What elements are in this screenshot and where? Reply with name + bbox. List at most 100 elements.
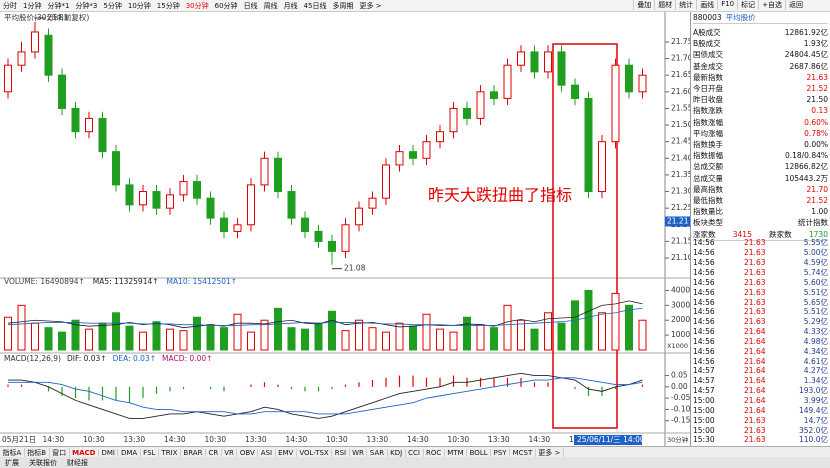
quote-name: 平均股价 (725, 13, 756, 22)
toolbar-button[interactable]: 30分钟 (185, 1, 209, 10)
indicator-tab[interactable]: TRIX (159, 448, 181, 457)
indicator-tab[interactable]: 窗口 (50, 447, 70, 458)
indicator-tab[interactable]: MACD (70, 448, 99, 457)
tick-volume: 4.98亿 (803, 336, 828, 346)
quote-row: 总成交额 12866.82亿 (693, 161, 828, 172)
quote-label: 国债成交 (693, 50, 723, 60)
tick-price: 21.64 (744, 376, 766, 386)
candle-body (247, 184, 255, 226)
toolbar-button[interactable]: 1分钟 (23, 1, 42, 10)
indicator-tab[interactable]: PSY (491, 448, 511, 457)
toolbar-button[interactable]: 画线 (696, 0, 717, 10)
toolbar-button[interactable]: 日线 (243, 1, 258, 10)
candle-body (611, 64, 620, 143)
quote-value: 0.60% (804, 117, 828, 127)
tick-time: 15:00 (693, 425, 715, 435)
indicator-tab[interactable]: ASI (258, 448, 276, 457)
indicator-tab[interactable]: DMA (118, 448, 141, 457)
x-tick-label: 13:30 (124, 435, 146, 444)
indicator-tab[interactable]: KDJ (388, 448, 406, 457)
toolbar-button[interactable]: 5分钟 (103, 1, 122, 10)
indicator-tab[interactable]: ROC (424, 448, 445, 457)
indicator-tab[interactable]: 指标B (25, 447, 50, 458)
quote-row: 国债成交 24804.45亿 (693, 49, 828, 60)
indicator-tab[interactable]: CR (206, 448, 222, 457)
min-label: 21.08 (344, 264, 366, 273)
macd-title: MACD(12,26,9) (4, 354, 61, 363)
toolbar-button[interactable]: 题材 (654, 0, 675, 10)
toolbar-button[interactable]: 多周期 (332, 1, 354, 10)
candle-body (557, 51, 566, 86)
indicator-tab[interactable]: MCST (510, 448, 536, 457)
indicator-tab[interactable]: FSL (141, 448, 159, 457)
y-tick-label: -0.15 (671, 416, 690, 425)
toolbar-button[interactable]: 月线 (283, 1, 298, 10)
cursor-value: 21.21 (667, 216, 689, 225)
x-tick-label: 14:30 (164, 435, 186, 444)
quote-label: 指数涨幅 (693, 117, 723, 127)
candle-body (368, 197, 377, 209)
toolbar-button[interactable]: 15分钟 (156, 1, 180, 10)
indicator-tab[interactable]: VOL-TSX (297, 448, 333, 457)
y-tick-label: 21.30 (671, 187, 690, 196)
toolbar-button[interactable]: 叠加 (633, 0, 654, 10)
volume-bar (287, 327, 296, 351)
y-tick-label: 10000 (671, 330, 690, 339)
y-tick-label: 0.05 (671, 371, 688, 380)
indicator-tab[interactable]: 指标A (0, 447, 25, 458)
toolbar-button[interactable]: 返回 (785, 0, 806, 10)
toolbar-button[interactable]: +自选 (758, 0, 785, 10)
indicator-tab[interactable]: CCI (406, 448, 424, 457)
tick-price: 21.63 (744, 287, 766, 297)
code: 880003 (693, 13, 722, 22)
tick-row: 14:56 21.64 4.98亿 (693, 337, 828, 347)
toolbar-button[interactable]: 分钟*3 (75, 1, 98, 10)
candle-body (490, 91, 498, 99)
indicator-tab[interactable]: OBV (237, 448, 259, 457)
indicator-tab[interactable]: EMV (276, 448, 297, 457)
quote-value: 统计指数 (798, 218, 828, 228)
quote-label: 昨日收盘 (693, 95, 723, 105)
toolbar-button[interactable]: 10分钟 (127, 1, 151, 10)
legend-entry: MA10: 15412501↑ (167, 277, 238, 286)
quote-label: 板块类型 (693, 218, 723, 228)
tick-time: 14:56 (693, 356, 715, 366)
toolbar-button[interactable]: 分时 (3, 1, 17, 10)
indicator-tab[interactable]: VR (222, 448, 238, 457)
toolbar: 分时 1分钟 分钟*1 分钟*3 5分钟 10分钟 15分钟 30分钟 60分钟 日线 周线 月线 45… (0, 0, 830, 12)
toolbar-button[interactable]: 更多 > (359, 1, 382, 10)
quote-value: 1.93亿 (803, 39, 828, 49)
volume-bar (152, 321, 161, 351)
indicator-tab[interactable]: MTM (445, 448, 468, 457)
status-item[interactable]: 扩展 (5, 458, 19, 467)
indicator-tab[interactable]: RSI (332, 448, 350, 457)
toolbar-button[interactable]: 统计 (675, 0, 696, 10)
toolbar-button[interactable]: F10 (717, 0, 737, 10)
status-item[interactable]: 财经报 (67, 458, 88, 467)
indicator-tab[interactable]: BRAR (181, 448, 206, 457)
indicator-tab[interactable]: SAR (367, 448, 388, 457)
toolbar-button[interactable]: 分钟*1 (47, 1, 70, 10)
volume-bar (274, 307, 282, 351)
macd-line (8, 377, 643, 415)
indicator-tab[interactable]: BOLL (467, 448, 492, 457)
toolbar-button[interactable]: 60分钟 (214, 1, 238, 10)
tick-time: 15:30 (693, 435, 715, 445)
y-tick-label: 30000 (671, 300, 690, 309)
candle-body (193, 181, 201, 199)
volume-bar (193, 316, 201, 351)
quote-row: 总成交量 105443.2万 (693, 173, 828, 184)
tick-row: 14:56 21.64 4.33亿 (693, 327, 828, 337)
status-item[interactable]: 关联报价 (29, 458, 57, 467)
indicator-tab[interactable]: DMI (99, 448, 119, 457)
toolbar-button[interactable]: 45日线 (303, 1, 327, 10)
toolbar-button[interactable]: 标记 (737, 0, 758, 10)
indicator-tab[interactable]: 更多 > (536, 447, 564, 458)
volume-bar (58, 331, 66, 351)
breadth-label: 跌家数 (769, 229, 792, 239)
highlight-box (552, 43, 618, 429)
indicator-tab[interactable]: WR (350, 448, 368, 457)
toolbar-button[interactable]: 周线 (263, 1, 278, 10)
tick-row: 15:30 21.63 110.0亿 (693, 435, 828, 445)
tick-row: 14:56 21.63 4.59亿 (693, 258, 828, 268)
